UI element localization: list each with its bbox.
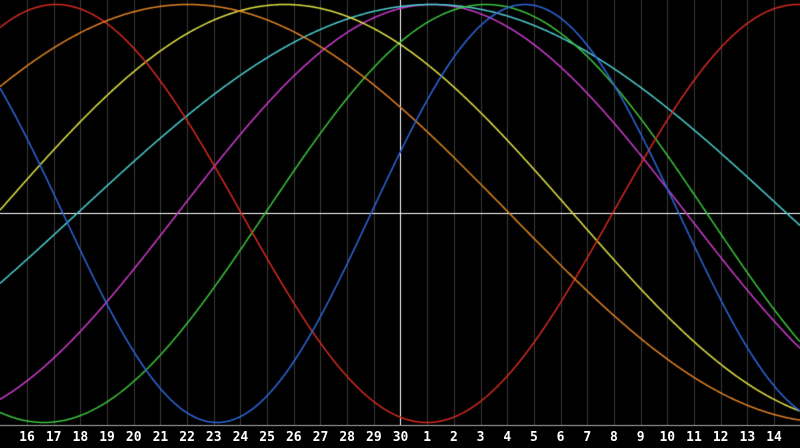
biorhythm-chart: 16 17 18 19 20 21 22 23 24 25 26 27 28 29 30 1 2 3 4 5 6 7 8 9 1… [0,0,800,448]
biorhythm-curves-canvas [0,0,800,448]
